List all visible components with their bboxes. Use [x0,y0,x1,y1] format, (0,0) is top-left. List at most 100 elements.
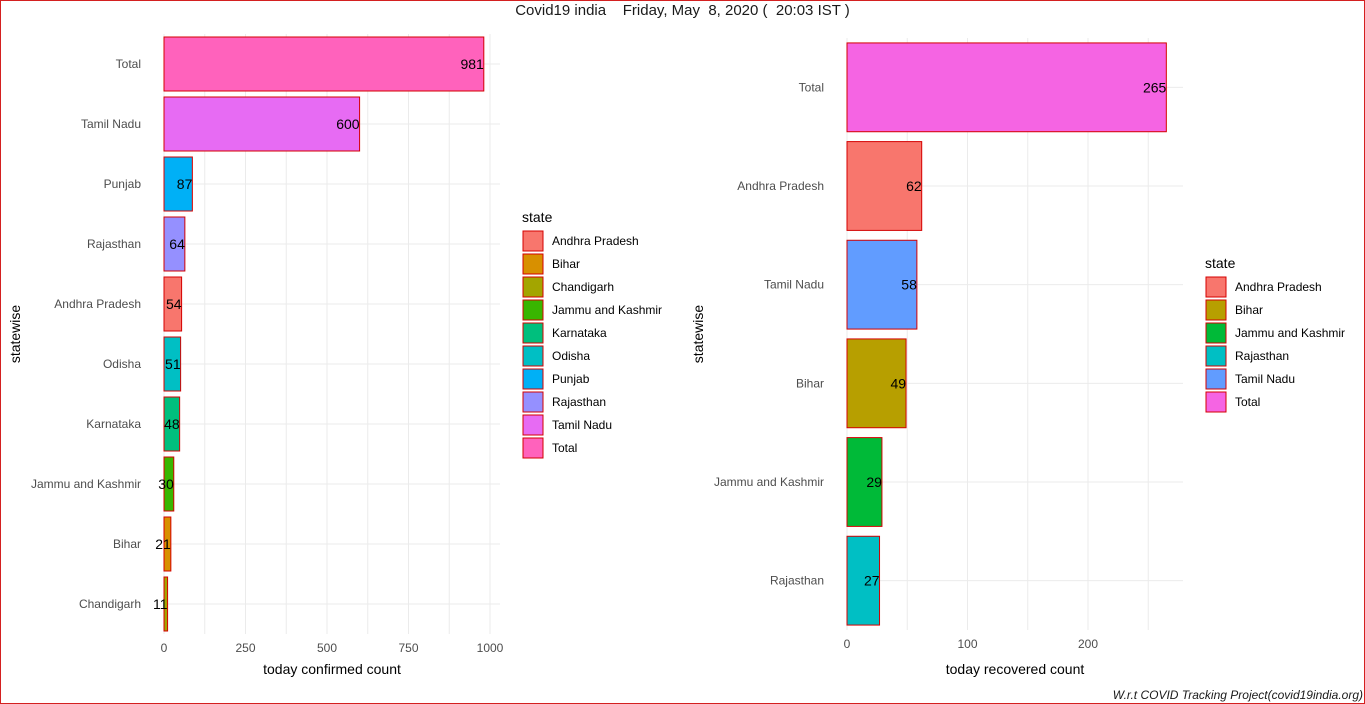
legend: state Andhra Pradesh Bihar Jammu and Kashmi… [1205,255,1345,413]
legend-label-chandigarh: Chandigarh [552,280,614,294]
legend-label-rajasthan: Rajasthan [1235,349,1289,363]
value-label-tamil-nadu: 58 [901,277,917,293]
bar-andhra-pradesh [846,141,923,231]
bar-odisha [163,336,182,392]
value-label-jammu-and-kashmir: 29 [866,474,882,490]
legend-key-punjab [522,368,544,390]
legend-key-rajasthan [522,391,544,413]
category-label-chandigarh: Chandigarh [79,597,141,611]
value-label-rajasthan: 27 [864,573,880,589]
value-label-odisha: 51 [165,356,181,372]
value-label-andhra-pradesh: 54 [166,296,182,312]
value-label-total: 981 [460,56,484,72]
legend-key-odisha [522,345,544,367]
chart-2: Total 265 Andhra Pradesh 62 Tamil Nadu 58 Biha… [690,38,1345,677]
x-tick-label: 200 [1078,637,1098,651]
legend-key-rajasthan [1205,345,1227,367]
value-label-rajasthan: 64 [169,236,185,252]
legend-label-jammu-and-kashmir: Jammu and Kashmir [1235,326,1345,340]
legend-label-andhra-pradesh: Andhra Pradesh [552,234,639,248]
category-label-jammu-and-kashmir: Jammu and Kashmir [714,475,824,489]
x-tick-label: 0 [844,637,851,651]
bar-andhra-pradesh [163,276,183,332]
legend-key-andhra-pradesh [522,230,544,252]
legend: state Andhra Pradesh Bihar Chandigarh Jammu … [522,209,662,459]
bar-tamil-nadu [846,239,918,330]
value-label-punjab: 87 [177,176,193,192]
legend-label-bihar: Bihar [552,257,580,271]
legend-key-chandigarh [522,276,544,298]
legend-key-total [522,437,544,459]
bar-total [846,42,1167,133]
legend-title: state [522,209,553,225]
legend-key-andhra-pradesh [1205,276,1227,298]
bar-rajasthan [163,216,186,272]
legend-label-total: Total [1235,395,1260,409]
x-tick-label: 0 [161,641,168,655]
category-label-odisha: Odisha [103,357,141,371]
value-label-tamil-nadu: 600 [336,116,360,132]
legend-label-total: Total [552,441,577,455]
bar-punjab [163,156,193,212]
bar-rajasthan [846,535,881,626]
legend-label-tamil-nadu: Tamil Nadu [552,418,612,432]
x-axis-label: today recovered count [946,661,1085,677]
legend-key-tamil-nadu [522,414,544,436]
category-label-andhra-pradesh: Andhra Pradesh [737,179,824,193]
value-label-karnataka: 48 [164,416,180,432]
legend-label-andhra-pradesh: Andhra Pradesh [1235,280,1322,294]
chart-title: Covid19 india Friday, May 8, 2020 ( 20:0… [515,2,850,19]
category-label-karnataka: Karnataka [86,417,141,431]
x-axis-label: today confirmed count [263,661,401,677]
category-label-tamil-nadu: Tamil Nadu [764,278,824,292]
legend-key-total [1205,391,1227,413]
category-label-total: Total [116,57,141,71]
legend-label-jammu-and-kashmir: Jammu and Kashmir [552,303,662,317]
category-label-punjab: Punjab [104,177,142,191]
chart-1: Total 981 Tamil Nadu 600 Punjab 87 Rajasthan 64… [7,34,662,677]
category-label-rajasthan: Rajasthan [770,574,824,588]
category-label-jammu-and-kashmir: Jammu and Kashmir [31,477,141,491]
y-axis-label: statewise [7,305,23,364]
category-label-andhra-pradesh: Andhra Pradesh [54,297,141,311]
value-label-bihar: 21 [155,536,171,552]
legend-key-bihar [522,253,544,275]
bar-chandigarh [163,576,169,632]
source-caption: W.r.t COVID Tracking Project(covid19indi… [1112,688,1363,702]
category-label-total: Total [799,80,824,94]
bar-jammu-and-kashmir [846,437,883,527]
value-label-chandigarh: 11 [153,596,168,612]
bar-tamil-nadu [163,96,361,152]
legend-label-tamil-nadu: Tamil Nadu [1235,372,1295,386]
value-label-bihar: 49 [890,375,906,391]
legend-title: state [1205,255,1236,271]
legend-key-karnataka [522,322,544,344]
legend-key-jammu-and-kashmir [1205,322,1227,344]
legend-label-odisha: Odisha [552,349,590,363]
bar-bihar [846,338,907,429]
value-label-total: 265 [1143,79,1167,95]
x-tick-label: 500 [317,641,337,655]
bar-jammu-and-kashmir [163,456,175,512]
legend-label-bihar: Bihar [1235,303,1263,317]
bar-total [163,36,485,92]
value-label-andhra-pradesh: 62 [906,178,922,194]
category-label-bihar: Bihar [113,537,141,551]
legend-key-bihar [1205,299,1227,321]
category-label-bihar: Bihar [796,376,824,390]
value-label-jammu-and-kashmir: 30 [158,476,174,492]
x-tick-label: 100 [957,637,977,651]
legend-label-rajasthan: Rajasthan [552,395,606,409]
category-label-tamil-nadu: Tamil Nadu [81,117,141,131]
legend-key-jammu-and-kashmir [522,299,544,321]
x-tick-label: 750 [398,641,418,655]
x-tick-label: 250 [235,641,255,655]
bar-karnataka [163,396,181,452]
legend-key-tamil-nadu [1205,368,1227,390]
category-label-rajasthan: Rajasthan [87,237,141,251]
y-axis-label: statewise [690,305,706,364]
bar-bihar [163,516,172,572]
legend-label-karnataka: Karnataka [552,326,607,340]
legend-label-punjab: Punjab [552,372,590,386]
